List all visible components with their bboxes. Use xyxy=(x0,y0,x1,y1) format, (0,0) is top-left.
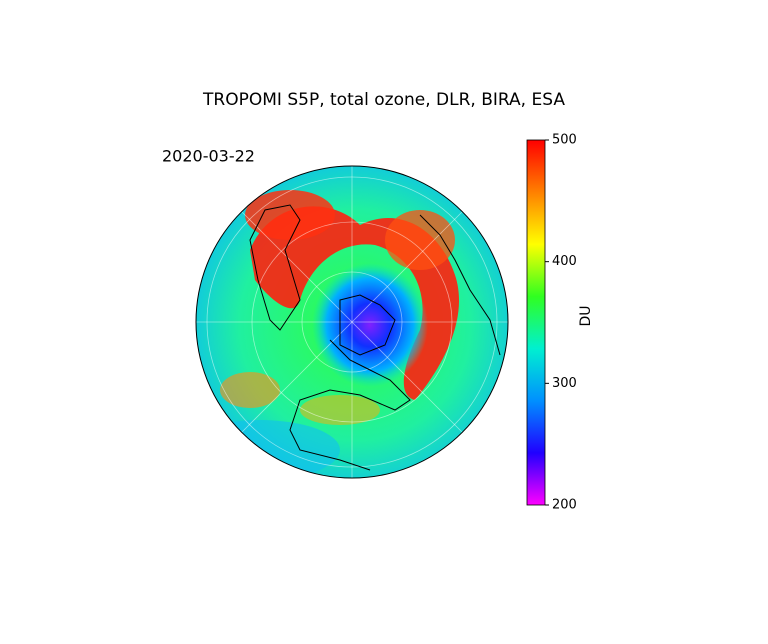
title: TROPOMI S5P, total ozone, DLR, BIRA, ESA xyxy=(202,90,565,110)
date-label: 2020-03-22 xyxy=(162,147,255,166)
colorbar xyxy=(526,139,546,506)
map-border xyxy=(195,165,509,479)
colorbar-ticks: 200 300 400 500 xyxy=(545,133,577,513)
colorbar-label: DU xyxy=(578,305,594,326)
ozone-map xyxy=(196,166,508,478)
tick-label: 300 xyxy=(552,376,577,391)
tick-label: 200 xyxy=(552,498,577,513)
tick-label: 500 xyxy=(552,133,577,148)
tick-label: 400 xyxy=(552,254,577,269)
